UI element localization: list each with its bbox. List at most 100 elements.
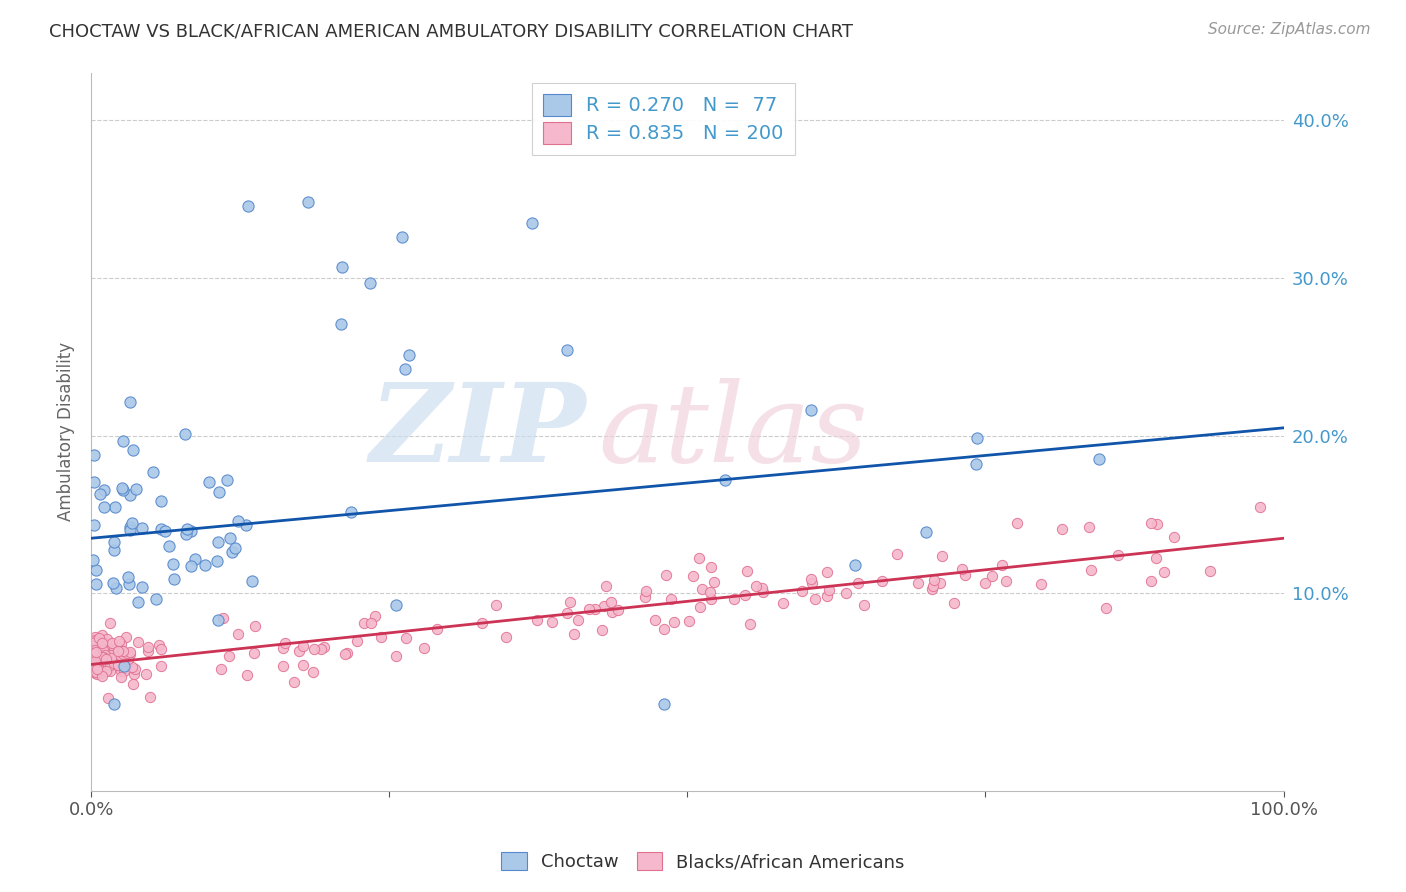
- Point: [82, 646, 104, 660]
- Point: [100, 648, 122, 663]
- Point: [94, 652, 117, 666]
- Point: [155, 524, 177, 538]
- Point: [84, 645, 107, 659]
- Point: [226, 514, 249, 528]
- Point: [107, 640, 129, 654]
- Point: [659, 591, 682, 606]
- Point: [818, 582, 841, 597]
- Point: [364, 608, 387, 623]
- Point: [312, 640, 335, 654]
- Point: [413, 640, 436, 655]
- Point: [127, 595, 149, 609]
- Point: [111, 644, 134, 658]
- Point: [149, 642, 172, 657]
- Point: [644, 613, 666, 627]
- Point: [83, 654, 105, 668]
- Point: [93, 500, 115, 514]
- Point: [391, 230, 413, 244]
- Point: [243, 619, 266, 633]
- Point: [83, 632, 105, 647]
- Point: [103, 697, 125, 711]
- Point: [89, 649, 111, 664]
- Point: [558, 595, 581, 609]
- Point: [93, 642, 115, 657]
- Point: [150, 494, 173, 508]
- Point: [91, 636, 114, 650]
- Point: [122, 667, 145, 681]
- Point: [485, 598, 508, 612]
- Point: [700, 560, 723, 574]
- Point: [148, 638, 170, 652]
- Point: [86, 662, 108, 676]
- Point: [652, 623, 675, 637]
- Point: [90, 628, 112, 642]
- Point: [426, 622, 449, 636]
- Point: [699, 585, 721, 599]
- Point: [135, 667, 157, 681]
- Point: [471, 616, 494, 631]
- Point: [110, 637, 132, 651]
- Point: [745, 579, 768, 593]
- Point: [89, 648, 111, 663]
- Point: [103, 643, 125, 657]
- Point: [1146, 516, 1168, 531]
- Text: atlas: atlas: [598, 378, 868, 485]
- Point: [682, 569, 704, 583]
- Point: [96, 651, 118, 665]
- Point: [112, 664, 135, 678]
- Point: [242, 574, 264, 588]
- Point: [96, 664, 118, 678]
- Point: [117, 570, 139, 584]
- Point: [271, 641, 294, 656]
- Point: [606, 603, 628, 617]
- Point: [340, 505, 363, 519]
- Point: [219, 532, 242, 546]
- Point: [205, 553, 228, 567]
- Point: [84, 665, 107, 680]
- Point: [678, 614, 700, 628]
- Point: [83, 518, 105, 533]
- Point: [111, 434, 134, 448]
- Point: [583, 601, 606, 615]
- Point: [101, 656, 124, 670]
- Point: [915, 524, 938, 539]
- Point: [1031, 577, 1053, 591]
- Point: [346, 634, 368, 648]
- Point: [804, 592, 827, 607]
- Point: [138, 644, 160, 658]
- Point: [162, 558, 184, 572]
- Point: [772, 596, 794, 610]
- Point: [801, 575, 824, 590]
- Point: [121, 516, 143, 530]
- Point: [104, 500, 127, 514]
- Point: [84, 652, 107, 666]
- Point: [83, 475, 105, 490]
- Point: [83, 657, 105, 672]
- Point: [689, 599, 711, 614]
- Point: [599, 595, 621, 609]
- Point: [1153, 566, 1175, 580]
- Point: [89, 663, 111, 677]
- Point: [751, 581, 773, 595]
- Point: [94, 648, 117, 663]
- Point: [541, 615, 564, 629]
- Point: [703, 574, 725, 589]
- Point: [953, 567, 976, 582]
- Point: [107, 650, 129, 665]
- Point: [567, 613, 589, 627]
- Point: [236, 199, 259, 213]
- Point: [86, 667, 108, 681]
- Point: [1199, 564, 1222, 578]
- Point: [578, 601, 600, 615]
- Point: [83, 448, 105, 462]
- Point: [287, 644, 309, 658]
- Point: [100, 615, 122, 630]
- Point: [994, 574, 1017, 589]
- Point: [198, 475, 221, 489]
- Point: [150, 659, 173, 673]
- Point: [93, 483, 115, 498]
- Point: [907, 575, 929, 590]
- Point: [150, 522, 173, 536]
- Point: [118, 647, 141, 661]
- Point: [111, 483, 134, 498]
